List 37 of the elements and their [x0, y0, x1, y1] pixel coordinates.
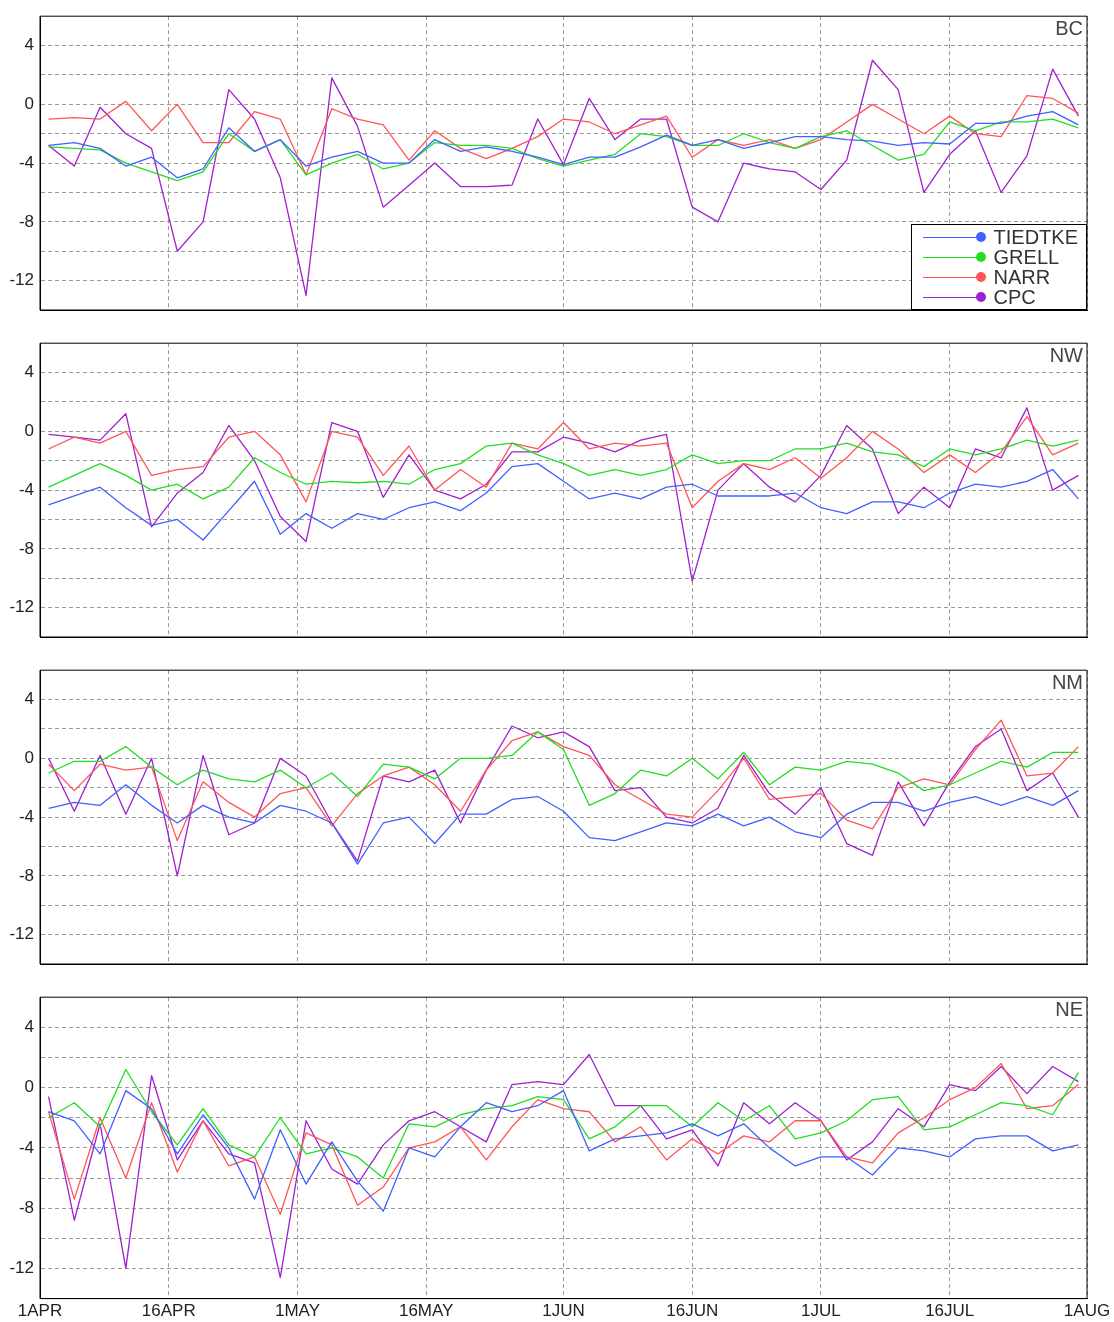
y-tick-label: -8	[18, 538, 34, 558]
x-tick-label: 1APR	[17, 1301, 63, 1321]
chart-title: NE	[1055, 997, 1083, 1020]
x-tick-label: 16JUN	[666, 1301, 719, 1321]
x-tick-label: 1AUG	[1063, 1301, 1111, 1321]
x-tick-label: 16JUL	[925, 1301, 975, 1321]
chart-title: NW	[1049, 343, 1084, 366]
y-tick-label: 0	[24, 421, 34, 441]
legend-label: GRELL	[993, 246, 1060, 268]
x-tick-label: 1JUL	[801, 1301, 841, 1321]
chart-title: BC	[1055, 16, 1083, 39]
y-tick-label: 4	[24, 362, 34, 382]
y-tick-label: -12	[9, 1258, 34, 1278]
x-tick-label: 1JUN	[542, 1301, 585, 1321]
y-tick-label: 0	[24, 94, 34, 114]
legend-label: CPC	[993, 286, 1036, 308]
y-tick-label: 4	[24, 35, 34, 55]
y-tick-label: -8	[18, 211, 34, 231]
y-tick-label: -4	[18, 479, 34, 499]
y-tick-label: 4	[24, 1017, 34, 1037]
legend-label: NARR	[993, 266, 1051, 288]
y-tick-label: -4	[18, 1137, 34, 1157]
y-tick-label: -12	[9, 597, 34, 617]
y-tick-label: -8	[18, 1197, 34, 1217]
y-tick-label: 0	[24, 1077, 34, 1097]
y-tick-label: -12	[9, 270, 34, 290]
x-tick-label: 16APR	[141, 1301, 196, 1321]
y-tick-label: 4	[24, 689, 34, 709]
x-tick-label: 16MAY	[398, 1301, 454, 1321]
y-tick-label: -8	[18, 865, 34, 885]
y-tick-label: -4	[18, 806, 34, 826]
y-tick-label: 0	[24, 748, 34, 768]
chart-title: NM	[1051, 670, 1083, 693]
y-tick-label: -12	[9, 924, 34, 944]
x-tick-label: 1MAY	[274, 1301, 320, 1321]
legend-label: TIEDTKE	[993, 226, 1078, 248]
y-tick-label: -4	[18, 152, 34, 172]
